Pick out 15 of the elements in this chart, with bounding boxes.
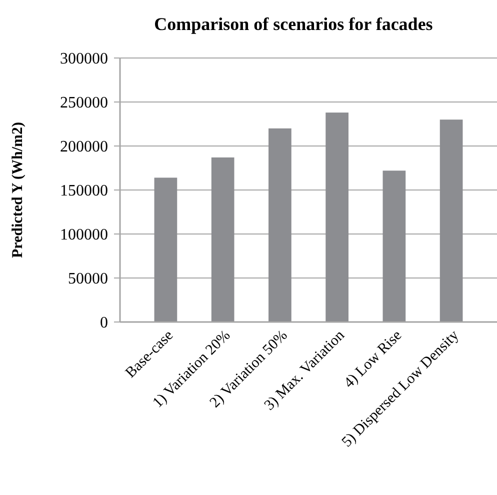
y-tick-label: 300000 xyxy=(60,50,108,68)
bar xyxy=(154,178,178,322)
bar xyxy=(382,170,406,322)
bar xyxy=(268,128,292,322)
bar xyxy=(440,120,463,322)
y-axis-title: Predicted Y (Wh/m2) xyxy=(10,122,26,258)
chart-title: Comparison of scenarios for facades xyxy=(154,14,433,34)
y-tick-label: 100000 xyxy=(60,226,108,244)
bar xyxy=(211,157,234,322)
y-tick-label: 200000 xyxy=(60,138,108,156)
y-tick-label: 250000 xyxy=(60,94,108,112)
y-tick-label: 150000 xyxy=(60,182,108,200)
y-tick-label: 0 xyxy=(100,314,108,332)
y-tick-label: 50000 xyxy=(68,270,108,288)
bar xyxy=(326,112,348,322)
